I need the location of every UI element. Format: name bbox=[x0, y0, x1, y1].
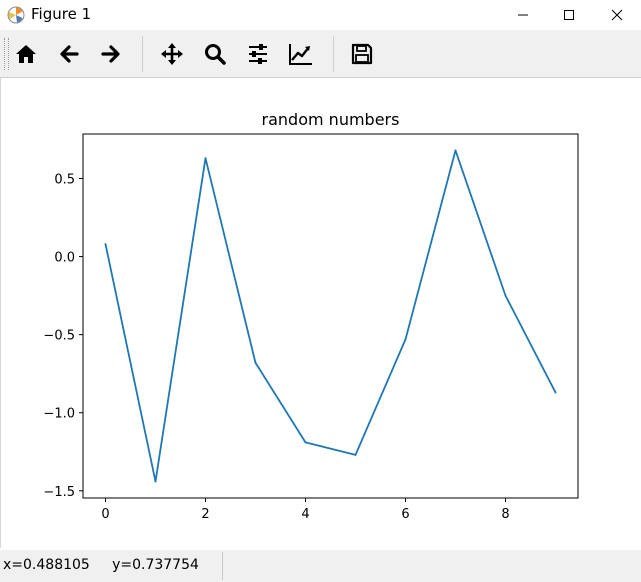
data-point bbox=[354, 453, 357, 456]
minimize-button[interactable] bbox=[500, 0, 546, 30]
status-divider bbox=[222, 552, 223, 580]
sliders-icon bbox=[249, 44, 267, 64]
line-chart-icon bbox=[289, 44, 312, 65]
arrow-left-icon bbox=[60, 45, 79, 63]
save-button[interactable] bbox=[345, 37, 379, 71]
arrow-right-icon bbox=[101, 45, 120, 63]
y-tick-label: 0.0 bbox=[54, 251, 75, 266]
data-point bbox=[204, 157, 207, 160]
toolbar-separator bbox=[142, 36, 143, 72]
y-tick-label: −1.5 bbox=[43, 485, 75, 500]
x-tick-label: 2 bbox=[201, 507, 209, 522]
axes-frame bbox=[82, 133, 579, 499]
status-bar: x=0.488105 y=0.737754 bbox=[0, 550, 641, 582]
data-point bbox=[154, 480, 157, 483]
toolbar-separator bbox=[333, 36, 334, 72]
toolbar-grip[interactable] bbox=[4, 38, 9, 70]
magnifier-icon bbox=[205, 44, 226, 65]
minimize-icon bbox=[518, 14, 528, 16]
data-point bbox=[304, 441, 307, 444]
data-point bbox=[554, 391, 557, 394]
data-point bbox=[454, 149, 457, 152]
data-point bbox=[404, 338, 407, 341]
maximize-button[interactable] bbox=[546, 0, 592, 30]
close-icon bbox=[611, 9, 623, 21]
home-button[interactable] bbox=[9, 37, 43, 71]
chart-title: random numbers bbox=[262, 110, 400, 129]
cursor-coordinates: x=0.488105 y=0.737754 bbox=[3, 557, 199, 573]
pan-button[interactable] bbox=[155, 37, 189, 71]
close-button[interactable] bbox=[594, 0, 640, 30]
matplotlib-logo-icon bbox=[7, 6, 25, 24]
data-point bbox=[254, 361, 257, 364]
home-icon bbox=[16, 45, 36, 63]
navigation-toolbar bbox=[0, 30, 641, 78]
zoom-button[interactable] bbox=[198, 37, 232, 71]
edit-axis-button[interactable] bbox=[284, 37, 318, 71]
series-line bbox=[104, 149, 557, 483]
x-tick-label: 4 bbox=[301, 507, 309, 522]
floppy-disk-icon bbox=[351, 43, 373, 65]
x-tick-label: 0 bbox=[101, 507, 109, 522]
y-tick-label: −0.5 bbox=[43, 329, 75, 344]
back-button[interactable] bbox=[52, 37, 86, 71]
maximize-icon bbox=[564, 10, 574, 20]
figure-canvas[interactable]: random numbers 0 2 4 6 8 0.5 0.0 −0.5 −1.0 −1.5 bbox=[0, 78, 641, 548]
y-tick-label: −1.0 bbox=[43, 407, 75, 422]
window-titlebar: Figure 1 bbox=[0, 0, 641, 30]
data-point bbox=[104, 243, 107, 246]
window-title: Figure 1 bbox=[31, 5, 92, 23]
y-tick-label: 0.5 bbox=[54, 173, 75, 188]
line-chart[interactable]: random numbers 0 2 4 6 8 0.5 0.0 −0.5 −1.0 −1.5 bbox=[1, 78, 641, 548]
forward-button[interactable] bbox=[94, 37, 128, 71]
move-icon bbox=[161, 43, 183, 65]
data-point bbox=[504, 294, 507, 297]
x-tick-label: 8 bbox=[501, 507, 509, 522]
x-tick-label: 6 bbox=[401, 507, 409, 522]
configure-subplots-button[interactable] bbox=[241, 37, 275, 71]
